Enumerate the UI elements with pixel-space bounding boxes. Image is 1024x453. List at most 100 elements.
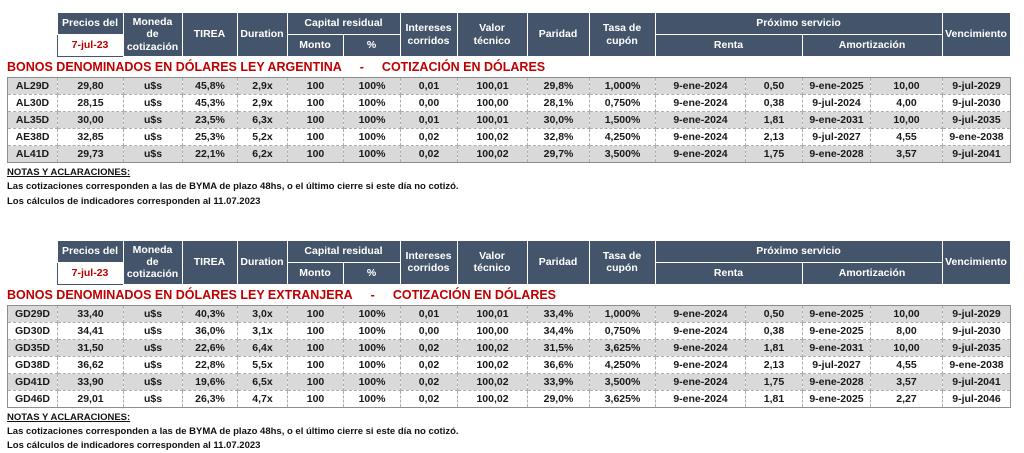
table-cell: 19,6% [182,373,238,391]
table-cell: 0,02 [400,128,458,146]
table-cell: 33,90 [57,373,124,391]
table-cell: u$s [123,373,183,391]
table-cell: 100% [343,77,401,95]
ticker-cell: AL35D [7,111,58,129]
table-cell: 5,2x [237,128,288,146]
table-cell: 9-jul-2029 [942,305,1011,323]
table-cell: 100% [343,373,401,391]
table-cell: 100 [287,390,344,408]
table-cell: 100% [343,356,401,374]
col-valor-tecnico: Valor técnico [456,239,528,285]
section-title-left: BONOS DENOMINADOS EN DÓLARES LEY EXTRANJ… [7,287,353,302]
table-cell: 100,01 [457,77,528,95]
table-cell: 9-ene-2024 [655,77,746,95]
col-precios-del: Precios del [56,12,124,35]
ticker-cell: AL30D [7,94,58,112]
table-cell: 3,1x [237,322,288,340]
section-title: BONOS DENOMINADOS EN DÓLARES LEY ARGENTI… [7,60,1010,74]
table-cell: 9-jul-2035 [942,339,1011,357]
table-cell: 100 [287,111,344,129]
column-header-table: Precios del Moneda de cotización TIREA D… [7,12,1011,57]
table-cell: 100% [343,305,401,323]
note-line: Los cálculos de indicadores corresponden… [7,195,261,207]
table-cell: 1,000% [589,77,656,95]
table-row: GD29D 33,40 u$s 40,3% 3,0x 100 100% 0,01 100,01 3… [7,305,1011,323]
table-cell: 2,9x [237,94,288,112]
table-row: AL41D 29,73 u$s 22,1% 6,2x 100 100% 0,02 100,02 2… [7,145,1011,163]
col-precios-del: Precios del [56,239,124,263]
bond-table-ley-extranjera: GD29D 33,40 u$s 40,3% 3,0x 100 100% 0,01 100,01 3… [7,304,1011,408]
col-capital-residual: Capital residual [286,12,401,35]
col-moneda-cotizacion: Moneda de cotización [122,12,183,57]
table-cell: 3,57 [870,145,943,163]
section-title: BONOS DENOMINADOS EN DÓLARES LEY EXTRANJ… [7,288,1010,302]
table-cell: 100 [287,356,344,374]
table-cell: 33,4% [527,305,590,323]
table-cell: 100% [343,145,401,163]
col-proximo-servicio: Próximo servicio [654,239,943,263]
table-cell: 100,02 [457,145,528,163]
table-cell: 32,85 [57,128,124,146]
col-tasa-cupon: Tasa de cupón [588,12,656,57]
table-cell: 100% [343,128,401,146]
table-cell: 100% [343,322,401,340]
table-cell: 0,50 [745,77,803,95]
table-cell: 29,80 [57,77,124,95]
col-amortizacion: Amortización [801,261,943,285]
ticker-cell: GD46D [7,390,58,408]
table-cell: 1,75 [745,373,803,391]
notes-heading: NOTAS Y ACLARACIONES: [7,167,131,178]
ticker-cell: GD29D [7,305,58,323]
table-cell: 1,81 [745,390,803,408]
table-cell: 9-ene-2028 [802,145,871,163]
table-cell: 5,5x [237,356,288,374]
table-cell: 9-ene-2025 [802,77,871,95]
table-cell: 100,02 [457,390,528,408]
table-cell: 2,27 [870,390,943,408]
table-row: GD38D 36,62 u$s 22,8% 5,5x 100 100% 0,02 100,02 3… [7,356,1011,374]
table-cell: 4,250% [589,128,656,146]
table-cell: 6,3x [237,111,288,129]
table-cell: 4,250% [589,356,656,374]
table-cell: 100 [287,94,344,112]
table-row: GD41D 33,90 u$s 19,6% 6,5x 100 100% 0,02 100,02 3… [7,373,1011,391]
table-cell: u$s [123,128,183,146]
table-cell: 100% [343,111,401,129]
table-cell: 6,2x [237,145,288,163]
table-row: AE38D 32,85 u$s 25,3% 5,2x 100 100% 0,02 100,02 3… [7,128,1011,146]
table-cell: 9-ene-2024 [655,322,746,340]
table-cell: 45,3% [182,94,238,112]
notes: NOTAS Y ACLARACIONES: Las cotizaciones c… [7,167,1010,209]
table-cell: 9-jul-2030 [942,322,1011,340]
section-ley-extranjera: Precios del Moneda de cotización TIREA D… [7,239,1011,453]
ticker-cell: GD30D [7,322,58,340]
table-cell: 9-ene-2024 [655,356,746,374]
col-valor-tecnico: Valor técnico [456,12,528,57]
table-cell: 9-ene-2024 [655,128,746,146]
table-cell: 10,00 [870,305,943,323]
table-cell: 9-ene-2024 [655,390,746,408]
col-paridad: Paridad [526,239,590,285]
table-row: AL29D 29,80 u$s 45,8% 2,9x 100 100% 0,01 100,01 2… [7,77,1011,95]
section-title-separator: - [370,287,375,302]
table-cell: 3,500% [589,145,656,163]
table-cell: 34,41 [57,322,124,340]
table-cell: 9-ene-2038 [942,356,1011,374]
table-cell: u$s [123,390,183,408]
table-cell: 9-jul-2035 [942,111,1011,129]
col-proximo-servicio: Próximo servicio [654,12,943,35]
section-title-right: COTIZACIÓN EN DÓLARES [381,60,546,74]
section-title-separator: - [359,60,364,74]
table-cell: 9-ene-2025 [802,322,871,340]
table-cell: 1,81 [745,339,803,357]
table-cell: 100,02 [457,339,528,357]
table-cell: u$s [123,111,183,129]
table-cell: 100 [287,145,344,163]
table-cell: 0,50 [745,305,803,323]
col-paridad: Paridad [526,12,590,57]
table-cell: 3,500% [589,373,656,391]
table-cell: 9-ene-2024 [655,339,746,357]
table-cell: u$s [123,339,183,357]
table-cell: 40,3% [182,305,238,323]
